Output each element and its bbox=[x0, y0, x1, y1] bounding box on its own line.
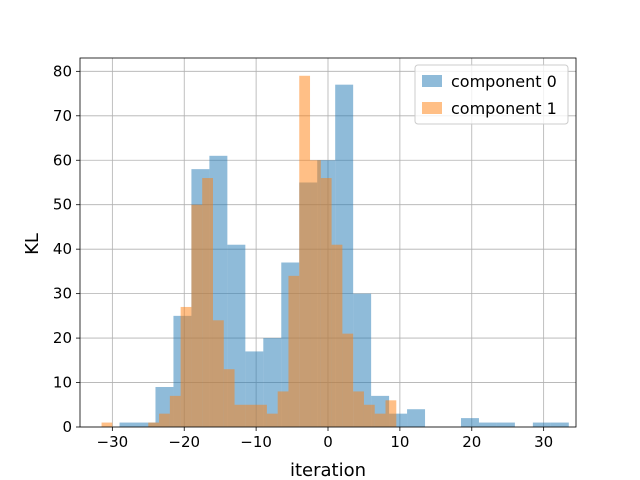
legend-box bbox=[414, 64, 569, 125]
histogram-bar bbox=[212, 320, 224, 427]
histogram-bar bbox=[148, 422, 160, 427]
x-tick-label: −10 bbox=[240, 433, 272, 451]
histogram-bar bbox=[496, 422, 515, 427]
histogram-bar bbox=[342, 333, 354, 427]
histogram-bar bbox=[460, 418, 479, 427]
histogram-bar bbox=[180, 306, 192, 427]
histogram-bar bbox=[331, 244, 343, 427]
histogram-bar bbox=[202, 178, 213, 427]
histogram-bar bbox=[169, 395, 181, 427]
histogram-bar bbox=[245, 404, 257, 427]
y-tick-label: 80 bbox=[53, 62, 72, 80]
histogram-bar bbox=[478, 422, 497, 427]
legend-label: component 0 bbox=[451, 72, 557, 91]
plot-area: −30 −20 −10 0 10 20 30 0 10 20 30 40 50 60 70 80 bbox=[53, 57, 577, 451]
x-axis-label: iteration bbox=[290, 460, 366, 480]
x-tick-label: 20 bbox=[462, 433, 481, 451]
histogram-bar bbox=[320, 178, 332, 427]
x-tick-label: −30 bbox=[97, 433, 129, 451]
histogram-bar bbox=[299, 75, 311, 427]
y-axis-label: KL bbox=[22, 233, 43, 255]
y-tick-label: 40 bbox=[53, 240, 72, 258]
x-tick-label: 30 bbox=[534, 433, 553, 451]
histogram-bar bbox=[137, 422, 156, 427]
histogram-bar bbox=[234, 404, 246, 427]
legend: component 0 component 1 bbox=[414, 64, 569, 125]
legend-swatch bbox=[422, 102, 442, 114]
histogram-bar bbox=[353, 391, 364, 427]
series-1-bars bbox=[101, 75, 397, 428]
histogram-bar bbox=[223, 369, 235, 427]
legend-label: component 1 bbox=[451, 99, 557, 118]
histogram-bar bbox=[101, 422, 113, 427]
histogram-bar bbox=[119, 422, 138, 427]
y-tick-label: 60 bbox=[53, 151, 72, 169]
x-tick-label: 0 bbox=[323, 433, 333, 451]
y-tick-label: 10 bbox=[53, 374, 72, 392]
x-tick-label: −20 bbox=[168, 433, 200, 451]
histogram-bar bbox=[407, 409, 426, 427]
histogram-bar bbox=[159, 413, 170, 427]
histogram-bar bbox=[277, 391, 289, 427]
histogram-bar bbox=[256, 404, 267, 427]
y-tick-label: 70 bbox=[53, 107, 72, 125]
histogram-bar bbox=[532, 422, 551, 427]
x-tick-label: 10 bbox=[390, 433, 409, 451]
histogram-bar bbox=[550, 422, 569, 427]
histogram-bar bbox=[310, 160, 321, 428]
y-tick-label: 30 bbox=[53, 285, 72, 303]
legend-swatch bbox=[422, 75, 442, 87]
histogram-bar bbox=[266, 413, 278, 427]
y-tick-label: 0 bbox=[62, 418, 72, 436]
histogram-bar bbox=[191, 204, 203, 427]
histogram-bar bbox=[374, 413, 386, 427]
histogram-bar bbox=[288, 275, 300, 427]
y-tick-label: 20 bbox=[53, 329, 72, 347]
histogram-bar bbox=[363, 404, 375, 427]
histogram-bar bbox=[263, 338, 282, 427]
histogram-bar bbox=[385, 400, 397, 427]
y-tick-label: 50 bbox=[53, 196, 72, 214]
